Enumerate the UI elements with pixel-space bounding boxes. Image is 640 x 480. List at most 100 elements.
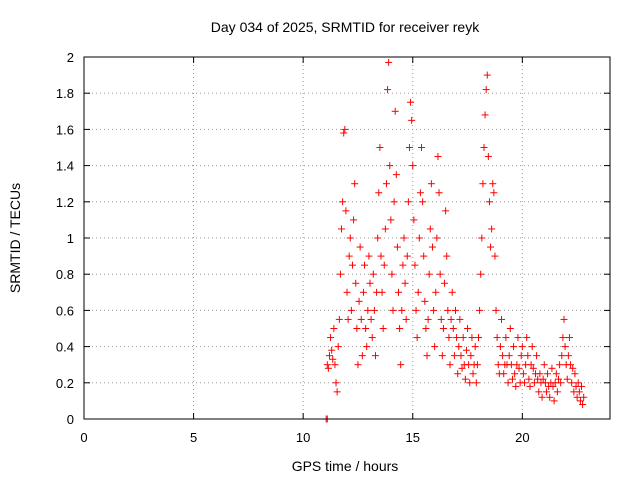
y-tick-label: 1.2 — [56, 195, 74, 210]
data-point — [363, 343, 371, 351]
data-point — [388, 270, 396, 278]
data-point — [343, 288, 351, 296]
data-point — [324, 364, 332, 372]
data-point — [419, 198, 427, 206]
data-point — [521, 379, 529, 387]
data-point — [327, 334, 335, 342]
grid — [84, 57, 610, 419]
data-point — [358, 352, 366, 360]
data-point — [492, 306, 500, 314]
data-point — [455, 343, 463, 351]
data-point — [379, 325, 387, 332]
data-point — [573, 393, 581, 401]
data-point — [354, 361, 362, 369]
data-point — [384, 86, 392, 94]
data-point — [464, 325, 472, 332]
data-point — [380, 261, 388, 269]
data-point — [325, 352, 333, 360]
data-point — [408, 116, 416, 124]
data-point — [345, 252, 353, 260]
data-point — [553, 388, 561, 396]
data-point — [535, 388, 543, 396]
data-point — [342, 207, 350, 215]
data-point — [378, 288, 386, 296]
data-point — [401, 279, 409, 287]
data-point — [410, 216, 418, 224]
y-tick-label: 0.2 — [56, 376, 74, 391]
data-point — [476, 306, 484, 314]
data-point — [469, 370, 477, 378]
data-point — [482, 86, 490, 94]
y-axis-label: SRMTID / TECUs — [7, 183, 23, 293]
data-point — [382, 180, 390, 188]
y-tick-label: 1.8 — [56, 86, 74, 101]
data-point — [409, 162, 417, 170]
data-points — [322, 58, 588, 423]
data-point — [542, 388, 550, 396]
data-point — [391, 107, 399, 115]
data-point — [411, 261, 419, 269]
data-point — [544, 370, 552, 378]
data-point — [420, 252, 428, 260]
data-point — [359, 288, 367, 296]
data-point — [546, 393, 554, 401]
data-point — [483, 71, 491, 79]
data-point — [377, 252, 385, 260]
data-point — [426, 225, 434, 233]
data-point — [396, 325, 404, 332]
data-point — [561, 343, 569, 351]
data-point — [385, 58, 393, 66]
x-tick-label: 20 — [515, 430, 529, 445]
data-point — [356, 243, 364, 251]
data-point — [488, 225, 496, 233]
data-point — [371, 352, 379, 360]
data-point — [361, 261, 369, 269]
data-point — [416, 189, 424, 197]
data-point — [478, 234, 486, 242]
data-point — [438, 352, 446, 360]
data-point — [485, 198, 493, 206]
data-point — [353, 325, 361, 332]
data-point — [445, 334, 453, 342]
data-point — [402, 315, 410, 323]
y-tick-label: 1 — [67, 231, 74, 246]
data-point — [330, 325, 338, 332]
data-point — [560, 315, 568, 323]
data-point — [403, 252, 411, 260]
data-point — [466, 379, 474, 387]
data-point — [569, 364, 577, 372]
data-point — [458, 364, 466, 372]
data-point — [355, 297, 363, 305]
data-point — [571, 370, 579, 378]
data-point — [444, 306, 452, 314]
data-point — [490, 189, 498, 197]
data-point — [352, 279, 360, 287]
data-point — [432, 288, 440, 296]
x-axis-label: GPS time / hours — [292, 458, 399, 474]
data-point — [568, 379, 576, 387]
data-point — [475, 334, 482, 342]
data-point — [329, 355, 337, 363]
plot-frame — [83, 56, 611, 420]
data-point — [580, 393, 588, 401]
data-point — [539, 375, 547, 383]
data-point — [518, 343, 526, 351]
data-point — [515, 364, 523, 372]
data-point — [433, 234, 441, 242]
data-point — [400, 234, 408, 242]
data-point — [405, 144, 413, 151]
data-point — [446, 361, 454, 369]
data-point — [344, 315, 352, 323]
data-point — [441, 279, 449, 287]
data-point — [559, 334, 567, 342]
data-point — [504, 379, 512, 387]
y-tick-label: 0.4 — [56, 340, 74, 355]
data-point — [468, 334, 476, 342]
data-point — [565, 334, 573, 342]
data-point — [427, 180, 435, 188]
y-tick-label: 2 — [67, 50, 74, 65]
data-point — [370, 306, 378, 314]
data-point — [505, 352, 513, 360]
data-point — [333, 388, 341, 396]
data-point — [526, 382, 534, 390]
